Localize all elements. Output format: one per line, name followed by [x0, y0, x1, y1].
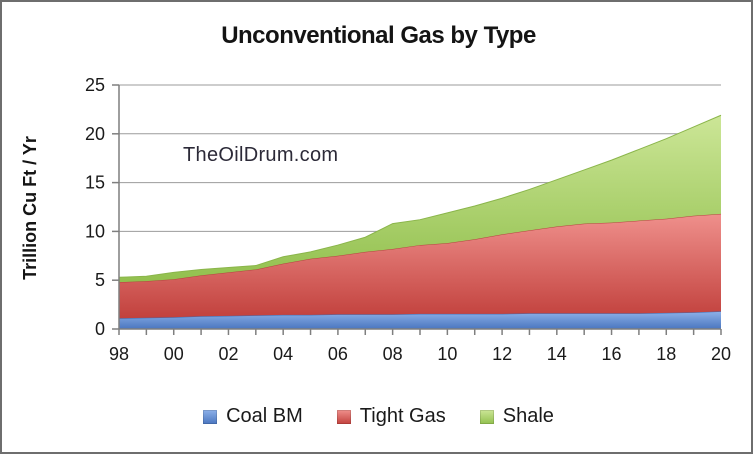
legend-label-coal-bm: Coal BM — [226, 405, 303, 427]
y-tick-label-10: 10 — [85, 221, 105, 241]
x-tick-label-2006: 06 — [328, 344, 348, 364]
area-shale — [119, 115, 721, 283]
legend-item-coal-bm: Coal BM — [203, 405, 303, 428]
legend-swatch-coal-bm-icon — [203, 409, 218, 424]
x-tick-label-1998: 98 — [109, 344, 129, 364]
y-tick-label-5: 5 — [95, 270, 105, 290]
x-tick-label-2008: 08 — [383, 344, 403, 364]
chart-title: Unconventional Gas by Type — [221, 22, 536, 49]
x-tick-label-2004: 04 — [273, 344, 293, 364]
x-tick-label-2014: 14 — [547, 344, 567, 364]
legend-label-shale: Shale — [502, 405, 554, 427]
x-tick-label-2012: 12 — [492, 344, 512, 364]
area-coal-bm — [119, 311, 721, 329]
area-tight-gas — [119, 213, 721, 319]
legend-label-tight-gas: Tight Gas — [359, 405, 446, 427]
legend: Coal BM Tight Gas Shale — [2, 405, 751, 428]
area-edge-shale — [118, 114, 722, 278]
x-tick-label-2018: 18 — [656, 344, 676, 364]
watermark: TheOilDrum.com — [183, 144, 339, 166]
legend-item-shale: Shale — [479, 405, 554, 428]
y-tick-label-25: 25 — [85, 75, 105, 95]
x-tick-label-2002: 02 — [218, 344, 238, 364]
legend-item-tight-gas: Tight Gas — [336, 405, 446, 428]
x-tick-label-2010: 10 — [437, 344, 457, 364]
legend-swatch-tight-gas-icon — [336, 409, 351, 424]
x-tick-label-2020: 20 — [711, 344, 731, 364]
y-tick-label-15: 15 — [85, 173, 105, 193]
legend-swatch-shale-icon — [479, 409, 494, 424]
y-tick-label-20: 20 — [85, 124, 105, 144]
x-tick-label-2000: 00 — [164, 344, 184, 364]
x-tick-label-2016: 16 — [602, 344, 622, 364]
y-tick-label-0: 0 — [95, 319, 105, 339]
